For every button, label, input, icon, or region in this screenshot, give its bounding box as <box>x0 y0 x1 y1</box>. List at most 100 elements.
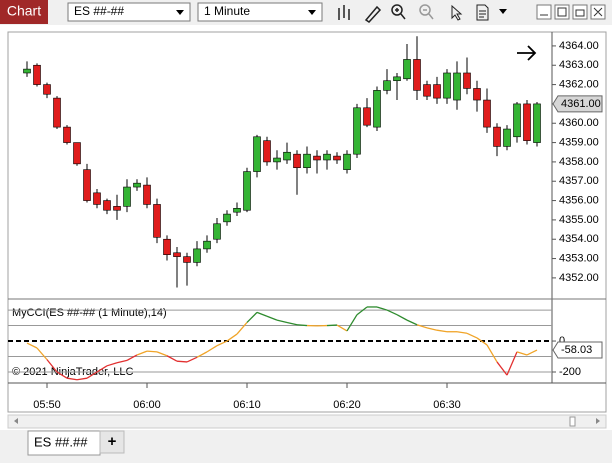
candle-body <box>213 223 221 240</box>
add-tab-button[interactable] <box>99 430 125 454</box>
candle-body <box>113 206 121 211</box>
cci-segment <box>96 365 108 373</box>
x-tick-label: 06:00 <box>133 399 161 411</box>
candle-body <box>353 107 361 155</box>
cci-segment <box>66 377 78 381</box>
minimize-button[interactable] <box>536 4 552 20</box>
y-tick-label: 4359.00 <box>559 136 599 148</box>
instrument-dropdown[interactable] <box>67 2 191 22</box>
cci-segment <box>256 311 268 317</box>
cci-segment <box>466 332 478 339</box>
candle-body <box>403 59 411 80</box>
candle-body <box>103 200 111 211</box>
instrument-tab-label: ES ##.## <box>34 434 88 449</box>
candle-body <box>443 72 451 99</box>
candle-body <box>513 103 521 138</box>
window-title-tab[interactable] <box>0 0 48 24</box>
candle-body <box>453 72 461 101</box>
y-tick-label: 4354.00 <box>559 233 599 245</box>
interval-text: 1 Minute <box>204 4 250 18</box>
interval-dropdown[interactable] <box>197 2 323 22</box>
candle-body <box>193 248 201 263</box>
cci-segment <box>266 315 278 321</box>
menu-arrow[interactable] <box>499 9 507 14</box>
cci-segment <box>276 319 288 324</box>
candle-body <box>73 142 81 165</box>
pointer-icon[interactable] <box>451 4 463 21</box>
zoom-out-icon[interactable] <box>419 4 431 16</box>
candle-body <box>523 103 531 141</box>
candle-body <box>243 171 251 211</box>
scroll-thumb[interactable] <box>569 416 576 427</box>
cci-segment <box>26 342 38 349</box>
cci-segment <box>456 331 468 334</box>
window-title: Chart <box>7 3 41 19</box>
candle-body <box>203 240 211 250</box>
candle-body <box>323 153 331 161</box>
last-price-label: 4361.00 <box>561 98 601 110</box>
candle-body <box>293 153 301 169</box>
maximize-button[interactable] <box>554 4 570 20</box>
cci-segment <box>436 329 448 333</box>
candle-body <box>463 72 471 89</box>
cci-segment <box>76 377 88 381</box>
cci-segment <box>286 321 298 326</box>
bars-icon[interactable] <box>338 5 350 20</box>
cci-segment <box>216 340 228 347</box>
candle-body <box>313 155 321 161</box>
candle-body <box>333 155 341 161</box>
cci-segment <box>486 344 498 363</box>
draw-icon[interactable] <box>364 5 382 23</box>
cci-segment <box>136 350 148 356</box>
x-tick-label: 06:10 <box>233 399 261 411</box>
candle-body <box>393 76 401 82</box>
y-tick-label: 4363.00 <box>559 59 599 71</box>
cci-last-marker <box>552 341 603 359</box>
restore-button[interactable] <box>572 4 588 20</box>
toolbar-icons <box>338 4 489 23</box>
cci-segment <box>356 306 368 316</box>
last-price-marker <box>552 95 603 113</box>
cci-segment <box>126 354 138 361</box>
y-tick-label: 4356.00 <box>559 194 599 206</box>
cci-segment <box>406 319 418 326</box>
candle-body <box>123 186 131 207</box>
cci-segment <box>526 349 538 356</box>
cci-segment <box>206 345 218 353</box>
cci-segment <box>336 324 348 332</box>
cci-segment <box>196 351 208 358</box>
scrollbar[interactable] <box>7 414 607 429</box>
cci-segment <box>496 361 508 376</box>
candle-body <box>503 128 511 147</box>
candle-body <box>93 192 101 205</box>
candle-body <box>413 59 421 91</box>
zoom-in-icon[interactable] <box>391 4 403 16</box>
scroll-to-end-icon[interactable] <box>517 45 537 61</box>
cci-segment <box>296 324 308 327</box>
indicator-title: MyCCI(ES ##-## (1 Minute),14) <box>12 307 167 319</box>
cci-segment <box>346 314 358 332</box>
properties-icon[interactable] <box>476 4 489 21</box>
cci-segment <box>176 360 188 363</box>
cci-segment <box>246 311 258 323</box>
candle-body <box>473 88 481 101</box>
cci-segment <box>226 333 238 342</box>
y-tick-label: 4353.00 <box>559 252 599 264</box>
cci-segment <box>146 350 158 353</box>
candle-body <box>373 90 381 128</box>
candle-body <box>383 80 391 91</box>
cci-segment <box>186 356 198 363</box>
cci-segment <box>516 351 528 356</box>
candle-body <box>83 169 91 201</box>
candle-body <box>493 126 501 147</box>
candle-body <box>273 157 281 163</box>
candle-body <box>53 97 61 128</box>
cci-segment <box>116 359 128 364</box>
candle-body <box>423 84 431 97</box>
candle-body <box>133 182 141 188</box>
x-tick-label: 06:20 <box>333 399 361 411</box>
candle-body <box>43 84 51 95</box>
cci-segment <box>506 351 518 376</box>
candle-body <box>533 103 541 143</box>
